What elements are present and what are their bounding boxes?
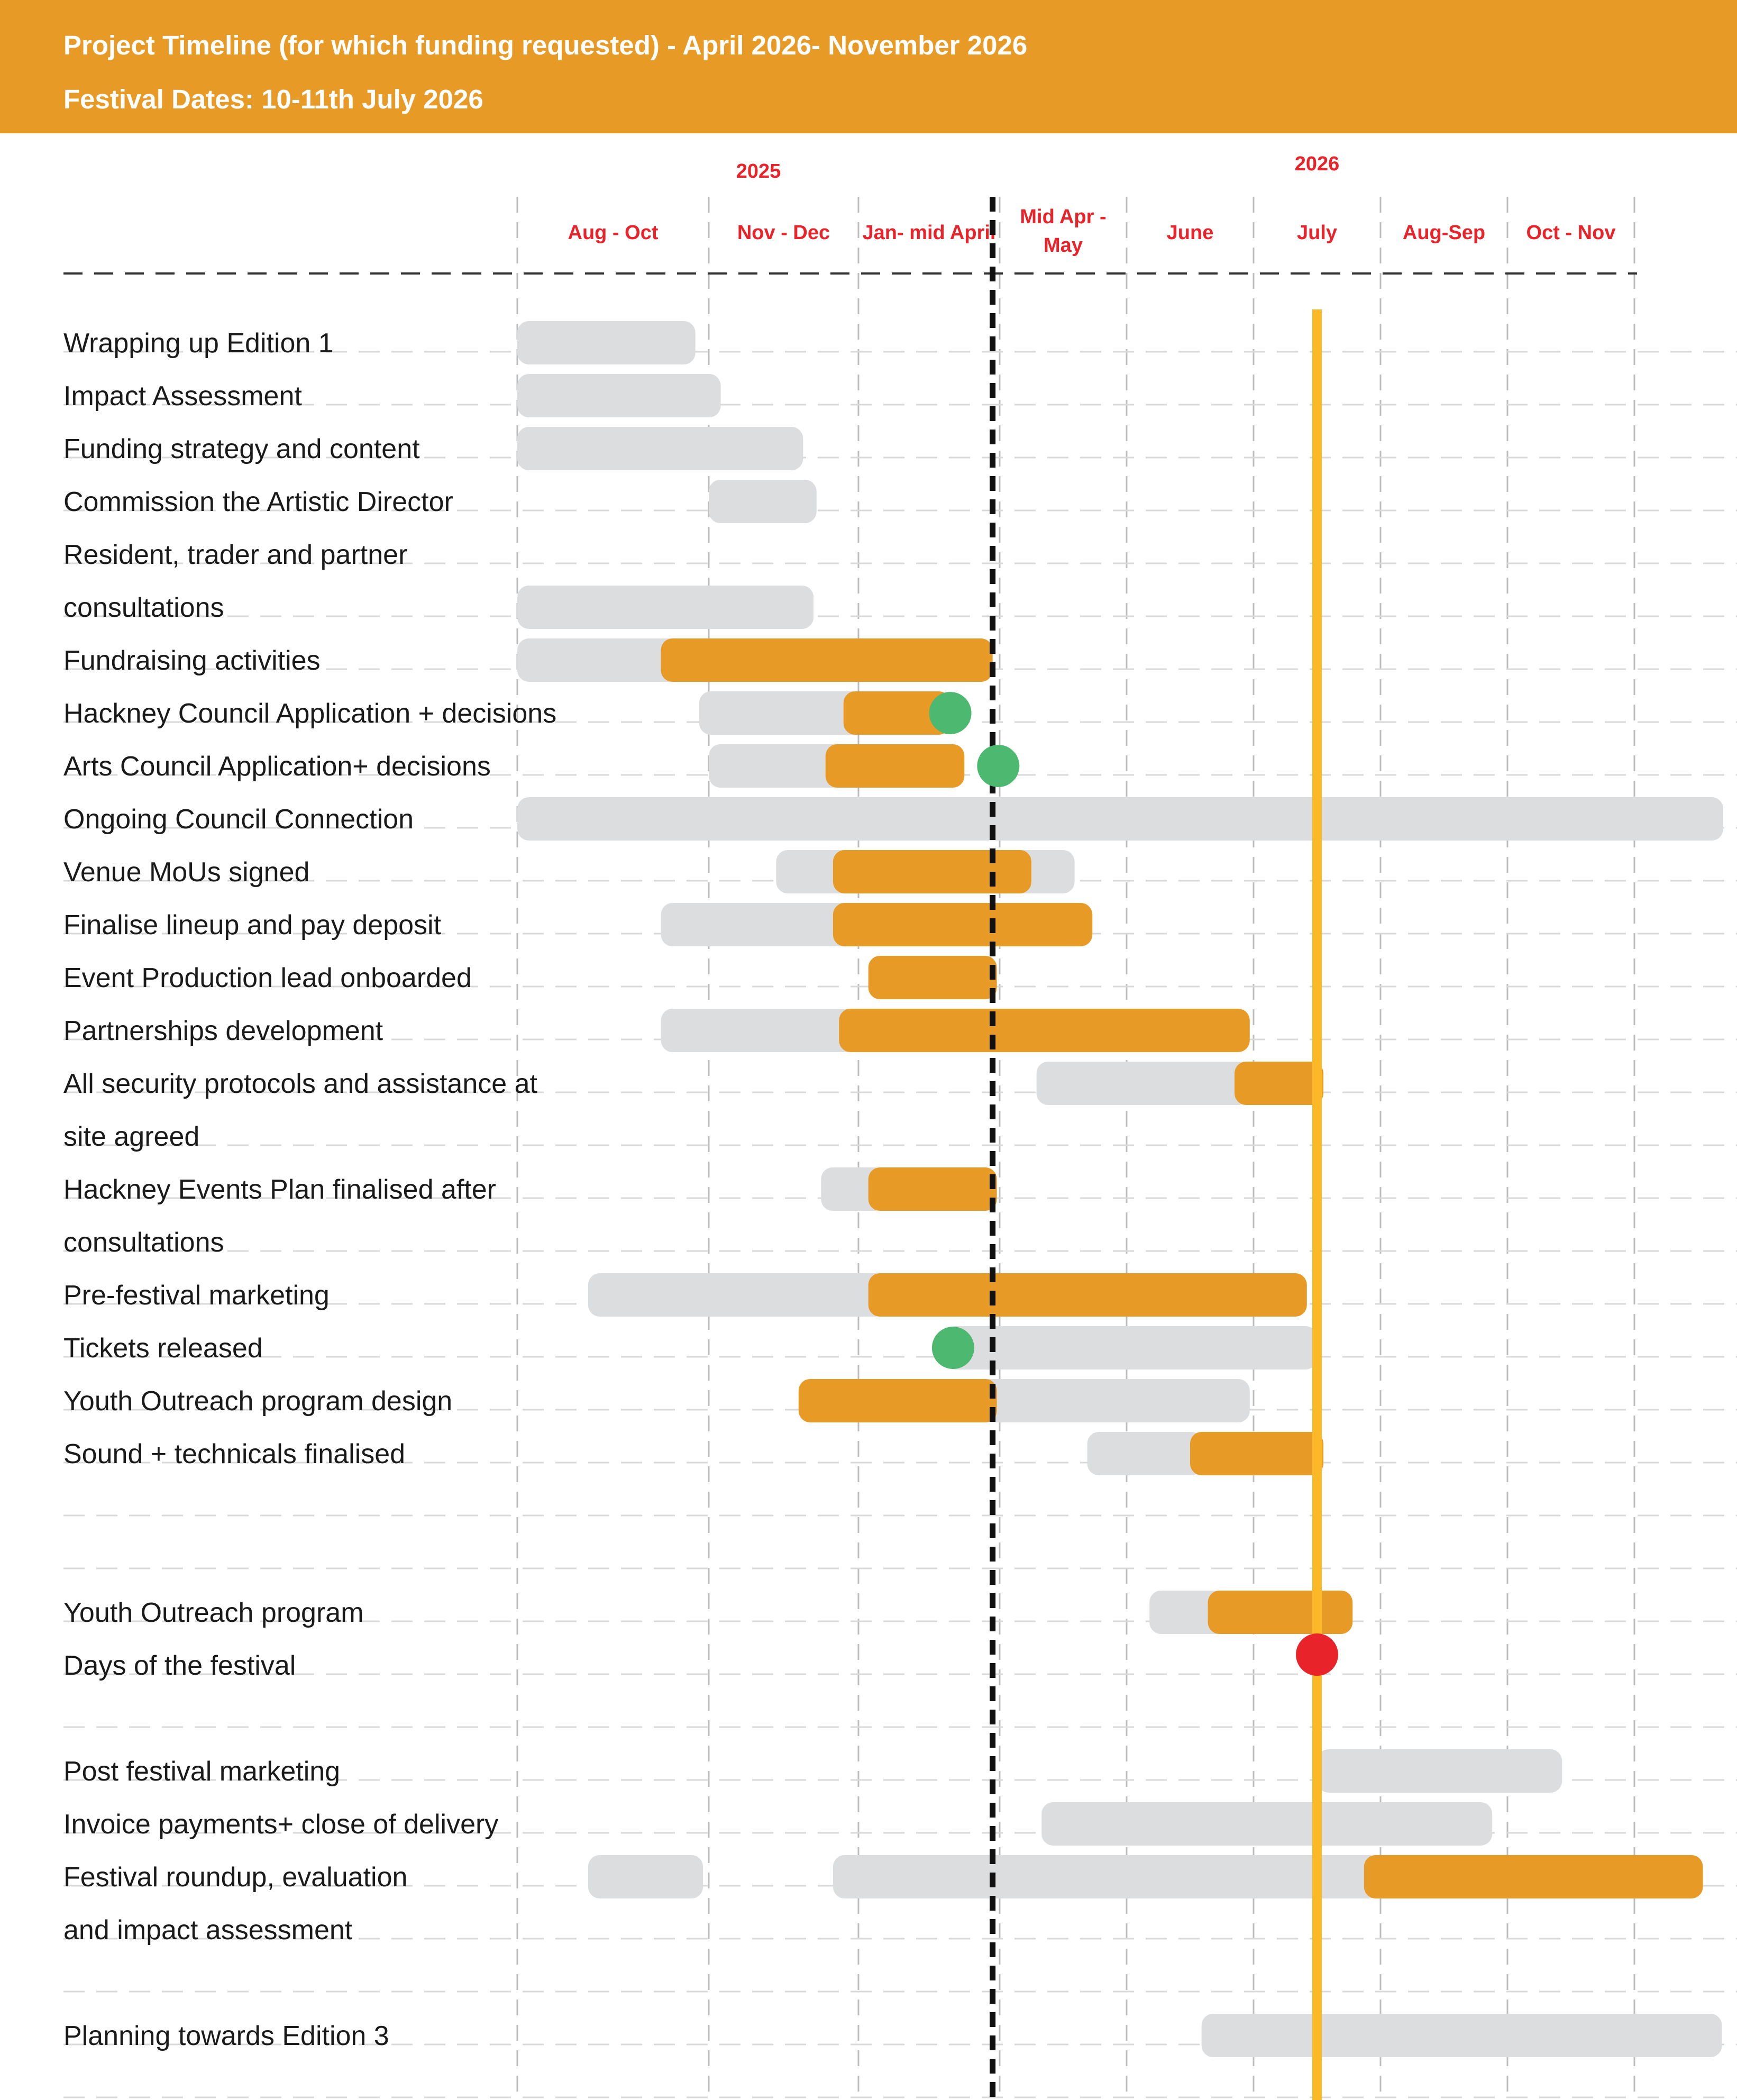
task-label: Pre-festival marketing xyxy=(63,1280,330,1311)
task-label: Commission the Artistic Director xyxy=(63,487,453,517)
plan-bar xyxy=(517,638,680,682)
plan-bar xyxy=(517,321,696,364)
active-bar xyxy=(868,956,997,999)
task-label: Finalise lineup and pay deposit xyxy=(63,910,442,941)
plan-bar xyxy=(709,744,851,788)
year-label-2026: 2026 xyxy=(1295,153,1340,175)
column-header: Mid Apr - xyxy=(1020,206,1106,228)
task-label: Planning towards Edition 3 xyxy=(63,2021,389,2051)
plan-bar xyxy=(1036,1062,1250,1105)
active-bar xyxy=(1190,1432,1323,1475)
task-label: Hackney Events Plan finalised after xyxy=(63,1174,496,1205)
active-bar xyxy=(661,638,993,682)
task-label: Post festival marketing xyxy=(63,1756,340,1787)
column-header: Nov - Dec xyxy=(737,222,830,244)
plan-bar xyxy=(661,1009,858,1052)
milestone-dot xyxy=(977,745,1020,787)
plan-bar xyxy=(517,586,814,629)
plan-bar xyxy=(709,480,817,523)
column-header: Oct - Nov xyxy=(1526,222,1616,244)
plan-bar xyxy=(517,374,721,417)
column-header: June xyxy=(1167,222,1214,244)
active-bar xyxy=(1208,1591,1353,1634)
header-banner: Project Timeline (for which funding requ… xyxy=(0,0,1737,133)
task-label: Partnerships development xyxy=(63,1016,383,1046)
plan-bar xyxy=(699,691,866,735)
task-label: Fundraising activities xyxy=(63,645,321,676)
active-bar xyxy=(1235,1062,1323,1105)
task-label: Sound + technicals finalised xyxy=(63,1439,405,1469)
plan-bar xyxy=(1201,2014,1722,2057)
task-label: Resident, trader and partner xyxy=(63,540,407,570)
year-label-2025: 2025 xyxy=(736,160,781,182)
plan-bar xyxy=(833,1855,1381,1898)
task-label: Impact Assessment xyxy=(63,381,302,412)
task-label: Invoice payments+ close of delivery xyxy=(63,1809,498,1840)
plan-bar xyxy=(588,1273,887,1317)
task-label: All security protocols and assistance at xyxy=(63,1069,538,1099)
task-label: site agreed xyxy=(63,1121,199,1152)
milestone-dot xyxy=(929,692,972,734)
plan-bar xyxy=(517,427,803,470)
task-label: consultations xyxy=(63,1227,224,1258)
task-label: Funding strategy and content xyxy=(63,434,420,464)
milestone-dot xyxy=(931,1327,974,1369)
plan-bar xyxy=(1041,1802,1493,1846)
task-label: Festival roundup, evaluation xyxy=(63,1862,407,1893)
task-label: Event Production lead onboarded xyxy=(63,963,472,993)
task-label: Wrapping up Edition 1 xyxy=(63,328,334,359)
plan-bar xyxy=(1087,1432,1203,1475)
active-bar xyxy=(868,1273,1307,1317)
column-header: July xyxy=(1297,222,1337,244)
task-label: Days of the festival xyxy=(63,1650,296,1681)
active-bar xyxy=(833,903,1093,946)
column-header: Aug-Sep xyxy=(1403,222,1485,244)
task-label: Hackney Council Application + decisions xyxy=(63,698,556,729)
active-bar xyxy=(833,850,1031,893)
active-bar xyxy=(825,744,965,788)
plan-bar xyxy=(1317,1749,1562,1793)
page-title: Project Timeline (for which funding requ… xyxy=(63,30,1028,60)
task-label: consultations xyxy=(63,592,224,623)
festival-dot xyxy=(1296,1633,1338,1676)
task-label: Youth Outreach program design xyxy=(63,1386,452,1417)
active-bar xyxy=(868,1167,997,1211)
task-label: Youth Outreach program xyxy=(63,1597,364,1628)
plan-bar xyxy=(957,1379,1250,1422)
active-bar xyxy=(839,1009,1250,1052)
active-bar xyxy=(798,1379,997,1422)
task-label: Ongoing Council Connection xyxy=(63,804,414,835)
plan-bar xyxy=(588,1855,703,1898)
active-bar xyxy=(1364,1855,1703,1898)
column-header: Jan- mid April xyxy=(863,222,996,244)
plan-bar xyxy=(943,1326,1317,1369)
task-label: Venue MoUs signed xyxy=(63,857,309,888)
active-bar xyxy=(843,691,950,735)
task-label: Tickets released xyxy=(63,1333,263,1364)
column-header: Aug - Oct xyxy=(568,222,659,244)
plan-bar xyxy=(661,903,858,946)
task-label: and impact assessment xyxy=(63,1915,353,1946)
column-header: May xyxy=(1044,234,1083,257)
plan-bar xyxy=(517,797,1723,841)
festival-dates: Festival Dates: 10-11th July 2026 xyxy=(63,84,483,114)
task-label: Arts Council Application+ decisions xyxy=(63,751,491,782)
